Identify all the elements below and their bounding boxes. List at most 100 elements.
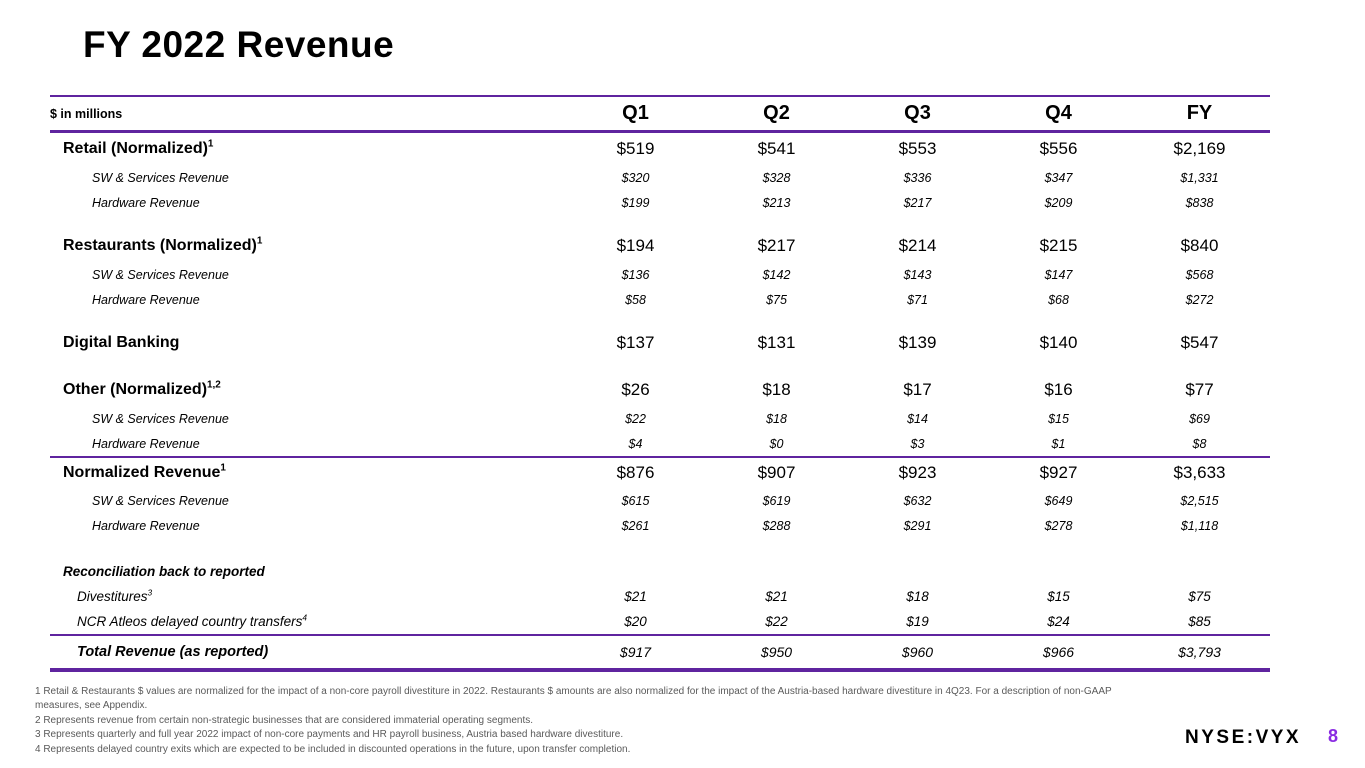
table-row: SW & Services Revenue $22 $18 $14 $15 $69 [50, 406, 1270, 431]
row-label: SW & Services Revenue [92, 493, 229, 508]
value-cell: $261 [621, 518, 650, 533]
value-cell: $553 [898, 139, 937, 158]
value-cell: $2,515 [1180, 493, 1219, 508]
value-cell: $632 [903, 493, 932, 508]
row-label: Hardware Revenue [92, 436, 200, 451]
table-row: Total Revenue (as reported) $917 $950 $960 $… [50, 634, 1270, 668]
table-row: Hardware Revenue $199 $213 $217 $209 $838 [50, 190, 1270, 215]
value-cell: $68 [1048, 292, 1069, 307]
footnote-marker: 3 [147, 587, 153, 598]
row-label: Restaurants (Normalized)1 [63, 235, 263, 254]
row-label: Total Revenue (as reported) [77, 644, 269, 660]
value-cell: $876 [616, 463, 655, 482]
footnote-marker: 1 [256, 235, 263, 247]
value-cell: $75 [766, 292, 787, 307]
value-cell: $214 [898, 236, 937, 255]
footnote-marker: 1 [220, 462, 226, 474]
value-cell: $960 [901, 644, 934, 660]
footnote-2: 2 Represents revenue from certain non-st… [35, 714, 534, 726]
value-cell: $649 [1044, 493, 1073, 508]
value-cell: $85 [1188, 614, 1211, 629]
value-cell: $19 [906, 614, 929, 629]
value-cell: $927 [1039, 463, 1078, 482]
value-cell: $142 [762, 267, 791, 282]
value-cell: $288 [762, 518, 791, 533]
footnote-4: 4 Represents delayed country exits which… [35, 744, 631, 756]
value-cell: $20 [624, 614, 647, 629]
value-cell: $1,118 [1180, 518, 1219, 533]
value-cell: $21 [765, 589, 788, 604]
value-cell: $917 [619, 644, 652, 660]
value-cell: $143 [903, 267, 932, 282]
footnote-marker: 1 [207, 138, 214, 150]
table-row: Digital Banking $137 $131 $139 $140 $547 [50, 327, 1270, 359]
table-bottom-double-rule [50, 668, 1270, 672]
value-cell: $26 [621, 380, 650, 399]
row-label: Digital Banking [63, 334, 180, 351]
value-cell: $950 [760, 644, 793, 660]
table-row: NCR Atleos delayed country transfers4 $20… [50, 609, 1270, 634]
value-cell: $838 [1185, 195, 1214, 210]
value-cell: $1 [1051, 436, 1066, 451]
unit-label: $ in millions [50, 106, 123, 121]
value-cell: $328 [762, 170, 791, 185]
value-cell: $15 [1048, 411, 1069, 426]
value-cell: $3,793 [1178, 644, 1221, 660]
row-label: SW & Services Revenue [92, 411, 229, 426]
value-cell: $136 [621, 267, 650, 282]
column-header-q2: Q2 [763, 102, 790, 124]
value-cell: $18 [762, 380, 791, 399]
value-cell: $139 [898, 333, 937, 352]
table-row: SW & Services Revenue $320 $328 $336 $347 $1,… [50, 165, 1270, 190]
row-label: Hardware Revenue [92, 292, 200, 307]
table-row: Reconciliation back to reported [50, 558, 1270, 584]
value-cell: $966 [1042, 644, 1075, 660]
footnotes: 1 Retail & Restaurants $ values are norm… [35, 685, 1155, 758]
table-row: Hardware Revenue $261 $288 $291 $278 $1,118 [50, 513, 1270, 538]
value-cell: $336 [903, 170, 932, 185]
footnote-1: 1 Retail & Restaurants $ values are norm… [35, 686, 1112, 711]
value-cell: $77 [1185, 380, 1214, 399]
value-cell: $58 [625, 292, 646, 307]
footnote-marker: 4 [302, 612, 308, 623]
value-cell: $14 [907, 411, 928, 426]
value-cell: $556 [1039, 139, 1078, 158]
ticker-label: NYSE:VYX [1185, 727, 1302, 748]
value-cell: $137 [616, 333, 655, 352]
value-cell: $568 [1185, 267, 1214, 282]
value-cell: $2,169 [1173, 139, 1226, 158]
value-cell: $1,331 [1180, 170, 1219, 185]
table-row: SW & Services Revenue $136 $142 $143 $147 $56… [50, 262, 1270, 287]
value-cell: $3 [910, 436, 925, 451]
value-cell: $18 [766, 411, 787, 426]
value-cell: $17 [903, 380, 932, 399]
column-header-q3: Q3 [904, 102, 931, 124]
table-row: SW & Services Revenue $615 $619 $632 $649 $2,… [50, 488, 1270, 513]
value-cell: $21 [624, 589, 647, 604]
table-row: Divestitures3 $21 $21 $18 $15 $75 [50, 584, 1270, 609]
table-row: Normalized Revenue1 $876 $907 $923 $927 $3,63… [50, 456, 1270, 488]
value-cell: $278 [1044, 518, 1073, 533]
column-header-q1: Q1 [622, 102, 649, 124]
row-label: Normalized Revenue1 [63, 462, 226, 481]
revenue-table: $ in millions Q1 Q2 Q3 Q4 FY Retail (Nor… [50, 95, 1270, 672]
row-label: Reconciliation back to reported [63, 563, 265, 579]
value-cell: $217 [757, 236, 796, 255]
value-cell: $923 [898, 463, 937, 482]
value-cell: $907 [757, 463, 796, 482]
row-label: Hardware Revenue [92, 518, 200, 533]
value-cell: $131 [757, 333, 796, 352]
value-cell: $22 [765, 614, 788, 629]
row-label: NCR Atleos delayed country transfers4 [77, 612, 308, 629]
value-cell: $15 [1047, 589, 1070, 604]
table-row: Retail (Normalized)1 $519 $541 $553 $556 $2,1… [50, 133, 1270, 165]
value-cell: $69 [1189, 411, 1210, 426]
value-cell: $75 [1188, 589, 1211, 604]
value-cell: $194 [616, 236, 655, 255]
value-cell: $291 [903, 518, 932, 533]
value-cell: $541 [757, 139, 796, 158]
value-cell: $16 [1044, 380, 1073, 399]
value-cell: $213 [762, 195, 791, 210]
table-row: Other (Normalized)1,2 $26 $18 $17 $16 $77 [50, 374, 1270, 406]
